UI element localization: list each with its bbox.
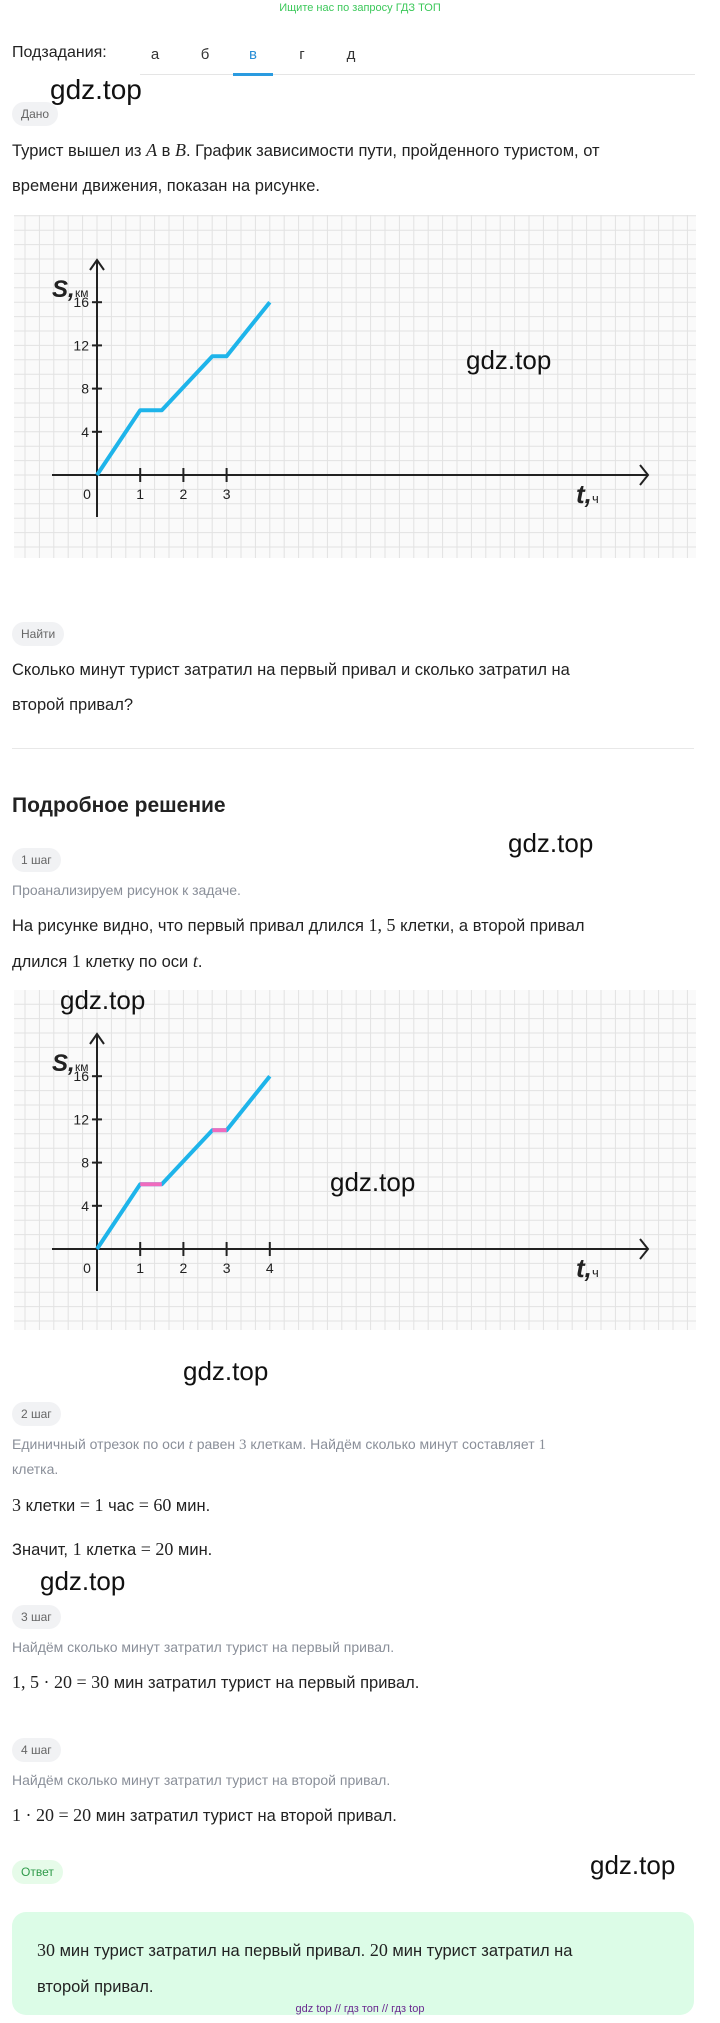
x-tick-label: 2 <box>180 1260 188 1276</box>
tab-g[interactable]: г <box>299 46 305 63</box>
y-axis-unit: км <box>75 286 89 300</box>
step3-text: 1, 5 · 20 = 30 мин затратил турист на пе… <box>12 1672 420 1692</box>
x-axis-label: t, <box>576 1253 592 1283</box>
tab-v[interactable]: в <box>249 46 257 63</box>
x-tick-label: 0 <box>83 486 91 502</box>
y-tick-label: 4 <box>81 1198 89 1214</box>
watermark: gdz.top <box>40 1566 126 1596</box>
watermark: gdz.top <box>508 828 594 858</box>
subtasks-label: Подзадания: <box>12 44 107 61</box>
step4-text: 1 · 20 = 20 мин затратил турист на второ… <box>12 1805 397 1825</box>
answer-box: 30 мин турист затратил на первый привал.… <box>12 1912 694 2015</box>
distance-series-line <box>95 300 272 477</box>
y-tick-label: 12 <box>73 1111 89 1127</box>
x-axis-label: t, <box>576 479 592 509</box>
divider <box>12 748 694 749</box>
tabs-divider <box>140 74 695 75</box>
chart-background <box>14 215 696 558</box>
find-badge: Найти <box>12 622 65 646</box>
x-axis-unit: ч <box>592 1265 599 1280</box>
y-tick-label: 16 <box>73 294 89 310</box>
x-tick-label: 0 <box>83 1260 91 1276</box>
x-axis-arrow <box>639 1238 650 1260</box>
y-axis-label: S, <box>52 276 75 303</box>
active-tab-indicator <box>233 73 273 76</box>
step4-badge: 4 шаг <box>12 1738 61 1762</box>
given-badge: Дано <box>12 102 59 126</box>
answer-text: 30 мин турист затратил на первый привал.… <box>37 1940 573 1996</box>
answer-badge: Ответ <box>12 1860 63 1884</box>
y-tick-label: 16 <box>73 1068 89 1084</box>
y-axis-unit: км <box>75 1060 89 1074</box>
step1-badge: 1 шаг <box>12 848 61 872</box>
y-tick-label: 8 <box>81 1155 89 1171</box>
watermark: gdz.top <box>466 345 552 375</box>
y-tick-label: 4 <box>81 424 89 440</box>
tab-a[interactable]: а <box>150 46 160 63</box>
x-tick-label: 3 <box>223 486 231 502</box>
tab-b[interactable]: б <box>200 46 210 63</box>
watermark: gdz.top <box>50 74 142 105</box>
x-axis-arrow <box>639 464 650 486</box>
watermark: gdz.top <box>60 985 146 1015</box>
tab-d[interactable]: д <box>346 46 356 63</box>
watermark: gdz.top <box>590 1850 676 1880</box>
step2-eq2: Значит, 1 клетка = 20 мин. <box>12 1539 213 1559</box>
watermark: gdz.top <box>183 1356 269 1386</box>
step1-hint: Проанализируем рисунок к задаче. <box>12 882 241 898</box>
step2-eq1: 3 клетки = 1 час = 60 мин. <box>12 1495 211 1515</box>
step2-badge: 2 шаг <box>12 1402 61 1426</box>
given-text: Турист вышел из A в B. График зависимост… <box>12 140 600 195</box>
watermark: gdz.top <box>330 1167 416 1197</box>
y-axis-arrow <box>89 1032 105 1045</box>
step3-hint: Найдём сколько минут затратил турист на … <box>12 1639 395 1655</box>
x-tick-label: 2 <box>180 486 188 502</box>
x-axis-unit: ч <box>592 491 599 506</box>
y-tick-label: 8 <box>81 381 89 397</box>
footer-links[interactable]: gdz top // гдз топ // гдз top <box>295 2003 425 2015</box>
x-tick-label: 4 <box>266 1260 274 1276</box>
step4-hint: Найдём сколько минут затратил турист на … <box>12 1772 391 1788</box>
distance-series-line <box>95 1074 272 1251</box>
x-tick-label: 1 <box>136 1260 144 1276</box>
y-axis-label: S, <box>52 1050 75 1077</box>
step3-badge: 3 шаг <box>12 1605 61 1629</box>
step2-hint: Единичный отрезок по оси t равен 3 клетк… <box>12 1436 547 1477</box>
solution-title: Подробное решение <box>12 794 226 817</box>
y-tick-label: 12 <box>73 337 89 353</box>
step1-text: На рисунке видно, что первый привал длил… <box>12 915 585 971</box>
search-banner[interactable]: Ищите нас по запросу ГДЗ ТОП <box>279 2 441 14</box>
chart-background <box>14 990 696 1330</box>
find-text: Сколько минут турист затратил на первый … <box>12 661 570 714</box>
x-tick-label: 1 <box>136 486 144 502</box>
y-axis-arrow <box>89 258 105 271</box>
x-tick-label: 3 <box>223 1260 231 1276</box>
